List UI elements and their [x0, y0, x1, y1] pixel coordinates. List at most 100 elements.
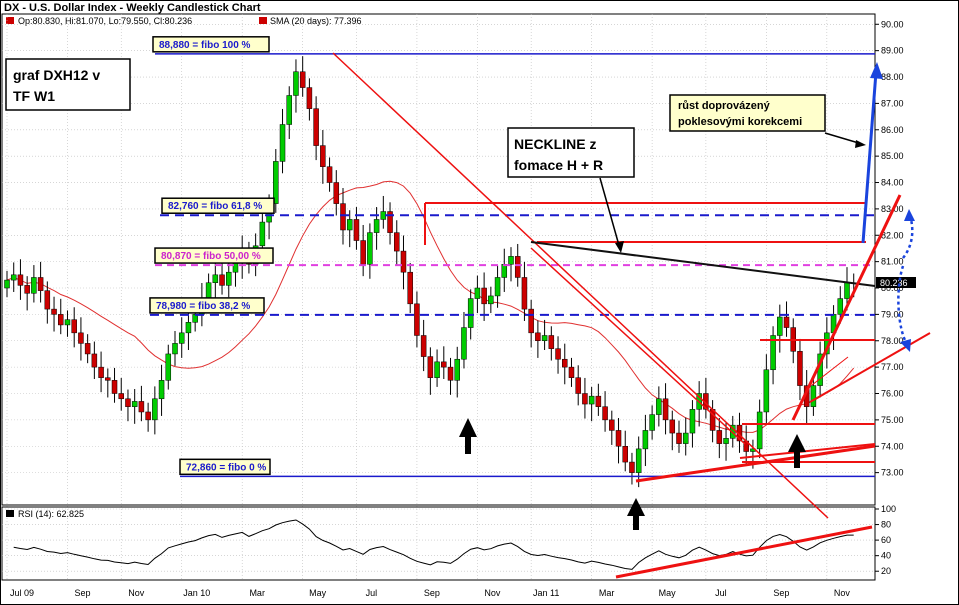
candle-down [306, 87, 313, 109]
price-tick-label: 82.00 [881, 230, 904, 240]
candle-up [777, 316, 783, 336]
candle-up [131, 401, 138, 407]
neckline-line-1: NECKLINE z [514, 136, 596, 152]
candle-up [635, 448, 642, 473]
chart-title: DX - U.S. Dollar Index - Weekly Candlest… [4, 2, 261, 14]
candle-down [360, 240, 366, 265]
date-tick-label: Jul [366, 588, 378, 598]
candle-down [17, 274, 24, 286]
fib-label-box [152, 36, 270, 53]
price-axis: 73.00 74.00 75.00 76.00 77.00 78.00 79.00 80.00… [875, 19, 904, 478]
rust-pointer-head [855, 140, 866, 148]
candle-up [373, 219, 380, 233]
candle-up [286, 95, 292, 125]
rust-line-1: růst doprovázený [678, 100, 771, 112]
date-tick-label: Jul 09 [10, 588, 34, 598]
candle-up [434, 361, 440, 378]
last-price-badge [876, 277, 916, 288]
candle-up [488, 295, 494, 305]
date-tick-label: Jul [715, 588, 727, 598]
date-tick-label: May [309, 588, 327, 598]
legend-sma-swatch [259, 17, 267, 24]
candle-up [837, 298, 844, 315]
candle-down [629, 461, 635, 473]
candle-up [682, 432, 689, 444]
blue-up-arrow-line [861, 71, 878, 244]
rust-box [669, 94, 826, 132]
uptrend-line-2 [739, 443, 876, 459]
candle-up [844, 282, 850, 299]
fib-label: 78,980 = fibo 38,2 % [156, 301, 250, 312]
graf-box [5, 58, 131, 111]
candle-down [333, 182, 340, 204]
candle-down [71, 319, 77, 334]
fib-label: 88,880 = fibo 100 % [159, 40, 251, 51]
candle-down [313, 108, 319, 146]
candle-down [84, 343, 91, 355]
candle-down [138, 401, 145, 413]
candle-down [326, 166, 333, 183]
candle-down [394, 232, 400, 252]
candle-down [441, 361, 447, 368]
candle-up [689, 409, 696, 434]
candle-up [649, 414, 655, 431]
candle-down [602, 406, 608, 421]
price-tick-label: 81.00 [881, 257, 904, 267]
neckline-box [507, 127, 635, 178]
price-tick-label: 75.00 [881, 415, 904, 425]
candle-down [353, 219, 360, 241]
candle-down [111, 380, 118, 394]
candle-down [797, 351, 803, 386]
candle-down [555, 348, 561, 360]
candle-down [521, 277, 528, 310]
candle-up [756, 411, 763, 450]
price-tick-label: 89.00 [881, 46, 904, 56]
candle-up [152, 398, 158, 421]
candle-down [24, 285, 30, 294]
candle-down [783, 316, 790, 328]
candle-up [279, 124, 286, 162]
up-arrow-icon [459, 418, 477, 454]
candle-up [259, 221, 266, 247]
uptrend-line-1 [635, 444, 876, 483]
candle-down [51, 308, 57, 315]
candle-up [656, 398, 662, 415]
candle-down [595, 395, 602, 407]
candle-down [669, 419, 676, 434]
price-tick-label: 80.00 [881, 283, 904, 293]
candle-up [212, 274, 219, 283]
legend-ohlc-swatch [6, 17, 14, 24]
blue-dotted-arrow-down [897, 265, 909, 345]
up-arrow-icon [788, 434, 806, 468]
candle-down [44, 290, 51, 310]
candle-up [467, 298, 474, 328]
date-tick-label: Sep [74, 588, 90, 598]
fib-label-box [161, 197, 275, 214]
price-tick-label: 85.00 [881, 151, 904, 161]
candle-up [810, 385, 817, 407]
date-axis: Jul 09 Sep Nov Jan 10 Mar May Jul Sep Nov Jan 11 M… [10, 588, 850, 598]
graf-line-2: TF W1 [13, 88, 55, 104]
fib-label-box [154, 247, 274, 264]
candle-down [105, 377, 111, 381]
candle-down [420, 335, 427, 357]
candle-down [145, 411, 151, 421]
candle-down [447, 366, 454, 381]
rsi-path [13, 519, 854, 570]
price-tick-label: 78.00 [881, 336, 904, 346]
neckline-pointer-head [615, 241, 624, 253]
black-arrows [459, 418, 806, 530]
rsi-tick-label: 40 [881, 551, 891, 561]
candle-up [64, 319, 71, 326]
date-tick-label: Nov [128, 588, 145, 598]
candle-down [716, 430, 723, 444]
candle-down [481, 287, 487, 305]
candle-down [414, 303, 420, 336]
candle-up [763, 369, 770, 413]
rsi-line [13, 519, 854, 570]
candle-down [125, 398, 131, 407]
price-tick-label: 88.00 [881, 72, 904, 82]
candle-up [367, 232, 373, 265]
blue-up-arrow-head [870, 62, 883, 79]
